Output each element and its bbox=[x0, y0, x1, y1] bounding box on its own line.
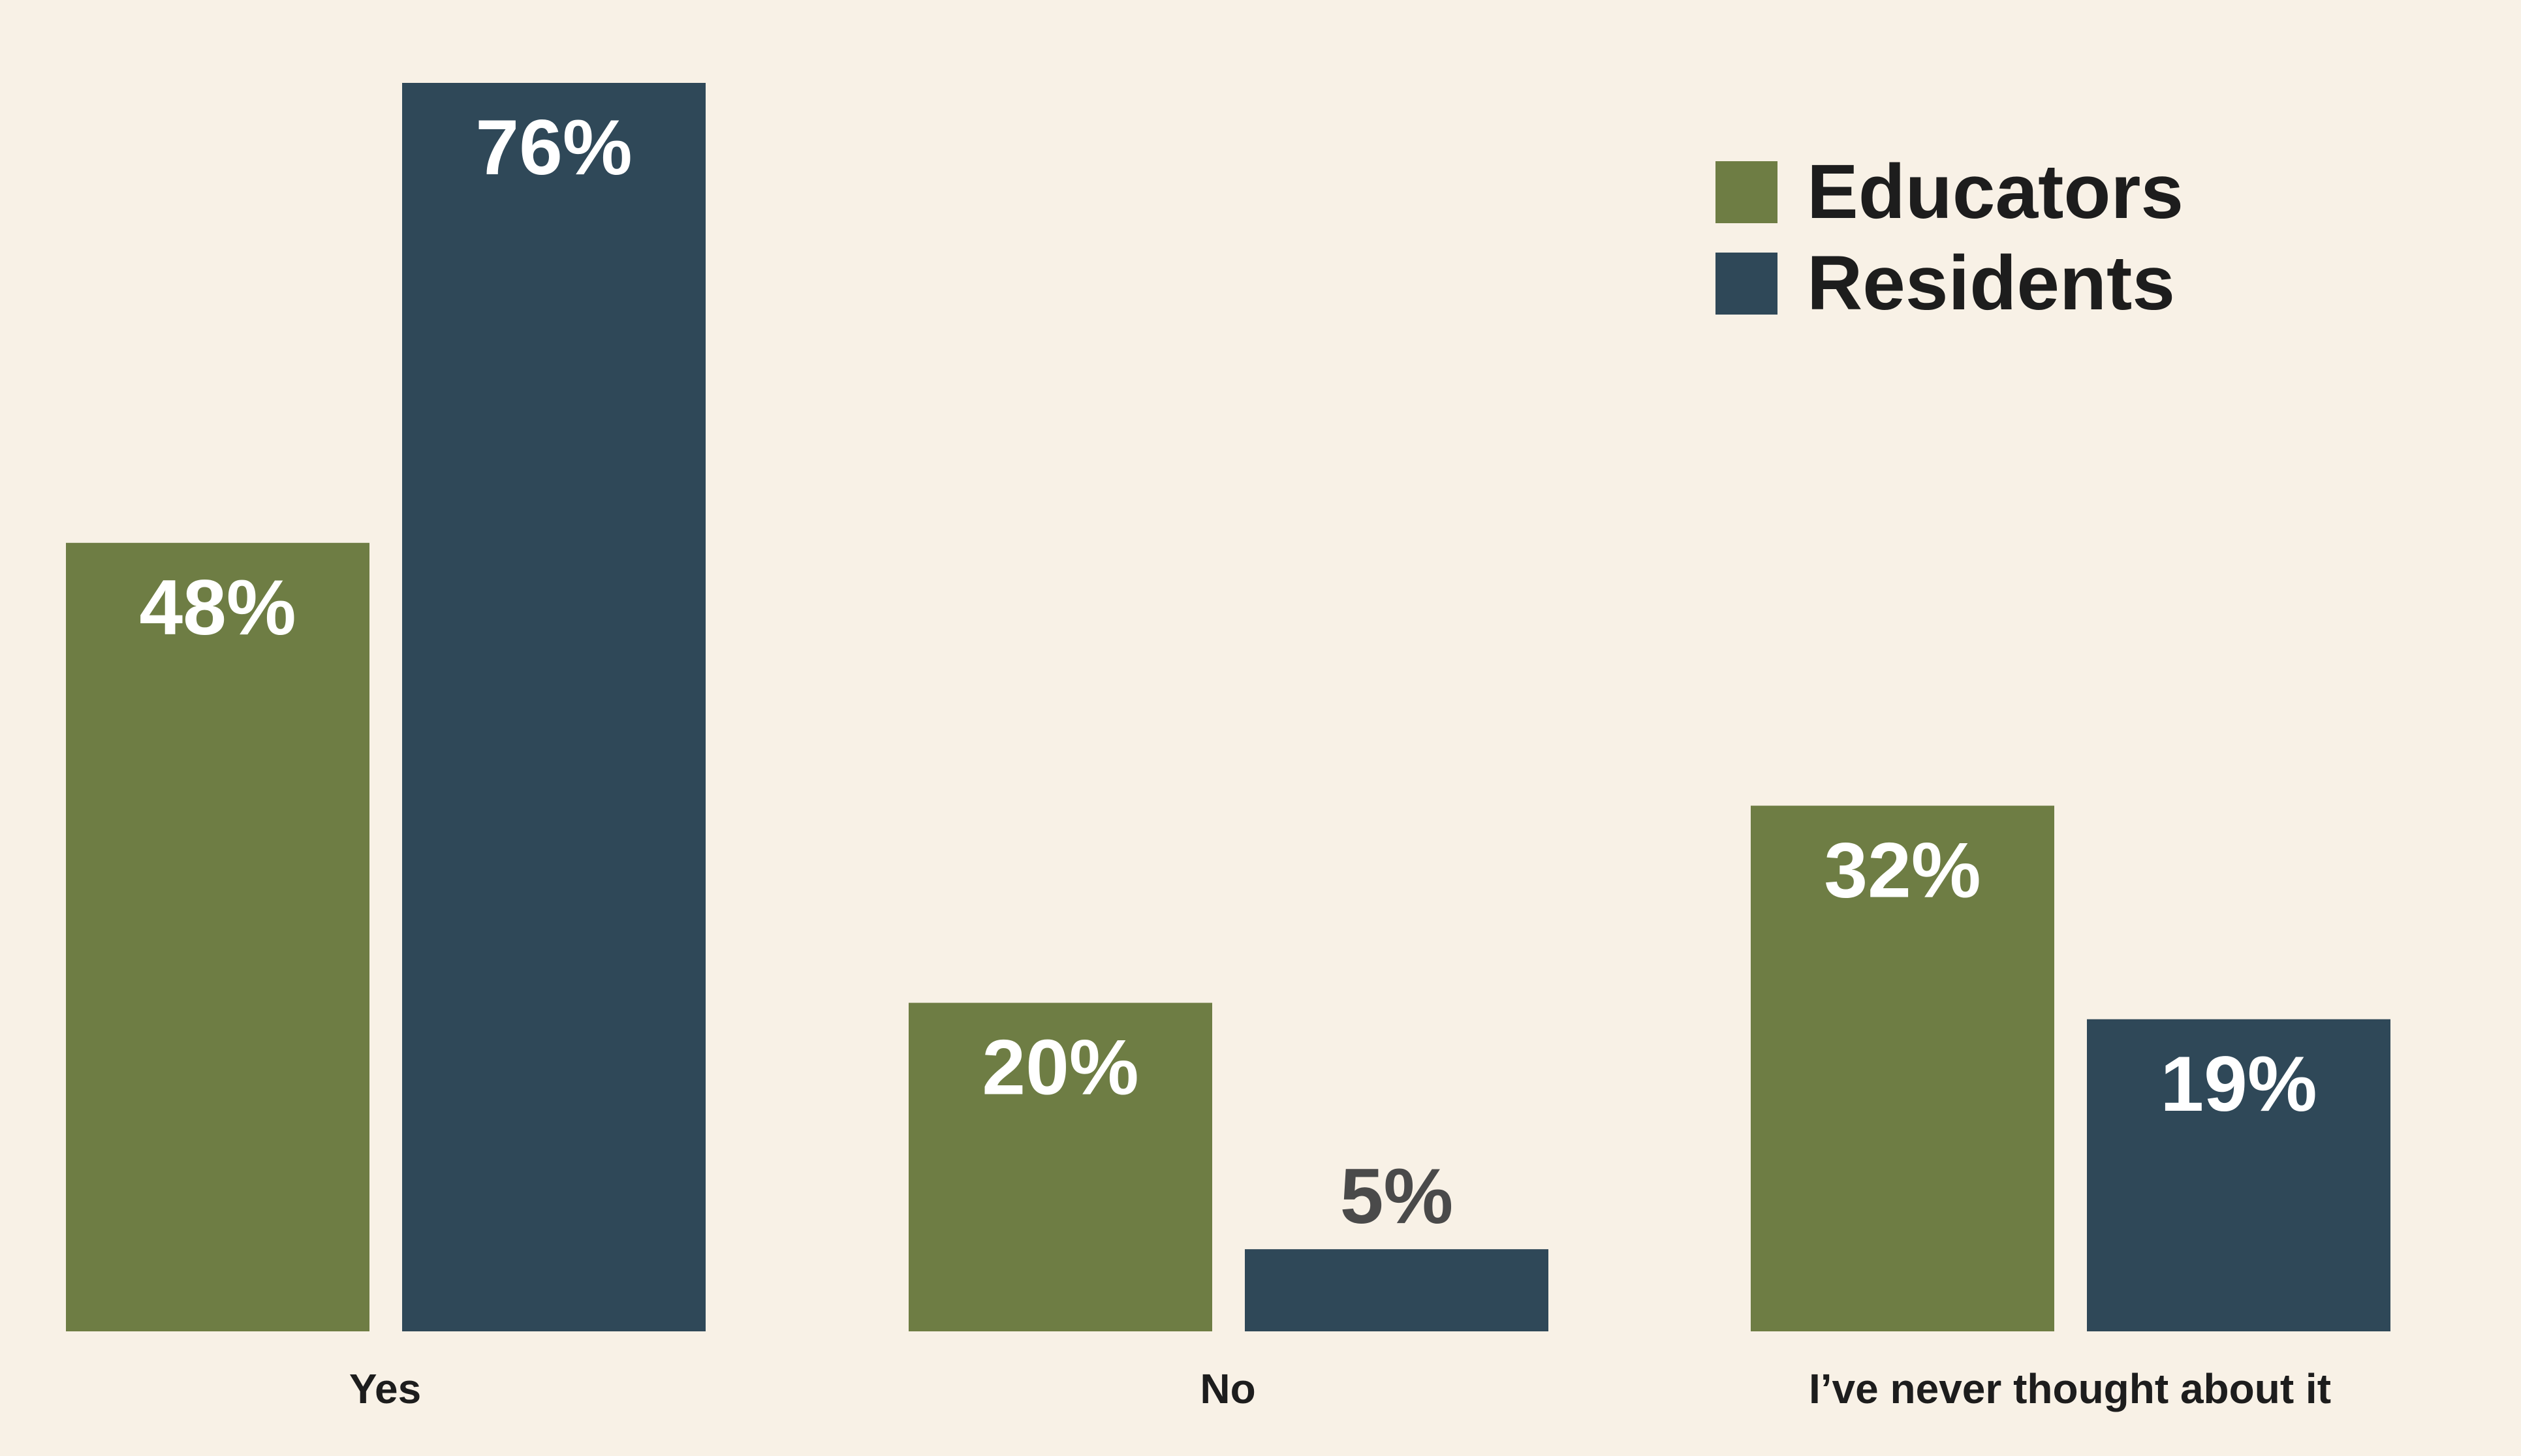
bar-residents-i-ve-never-thought-about-it bbox=[2087, 1019, 2390, 1331]
data-label-educators-yes: 48% bbox=[139, 564, 296, 651]
data-label-residents-yes: 76% bbox=[475, 104, 632, 191]
data-label-educators-no: 20% bbox=[982, 1024, 1138, 1111]
data-label-residents-i-ve-never-thought-about-it: 19% bbox=[2160, 1040, 2317, 1128]
category-label-i-ve-never-thought-about-it: I’ve never thought about it bbox=[1809, 1365, 2331, 1412]
bar-educators-i-ve-never-thought-about-it bbox=[1751, 805, 2054, 1331]
legend-swatch-residents bbox=[1715, 253, 1777, 315]
legend-label-educators: Educators bbox=[1807, 149, 2184, 235]
bar-educators-yes bbox=[66, 542, 369, 1331]
category-label-no: No bbox=[1200, 1365, 1255, 1412]
bar-residents-no bbox=[1245, 1249, 1548, 1331]
bars-layer bbox=[66, 83, 2390, 1331]
bar-educators-no bbox=[909, 1002, 1212, 1331]
data-label-educators-i-ve-never-thought-about-it: 32% bbox=[1824, 827, 1981, 914]
legend-swatch-educators bbox=[1715, 161, 1777, 223]
category-labels-layer: Yes No I’ve never thought about it bbox=[349, 1365, 2331, 1412]
legend-label-residents: Residents bbox=[1807, 240, 2175, 326]
value-labels-layer: 48% 20% 32% 76% 5% 19% bbox=[139, 104, 2317, 1240]
category-label-yes: Yes bbox=[349, 1365, 421, 1412]
bar-residents-yes bbox=[402, 83, 706, 1331]
data-label-residents-no: 5% bbox=[1340, 1153, 1453, 1240]
